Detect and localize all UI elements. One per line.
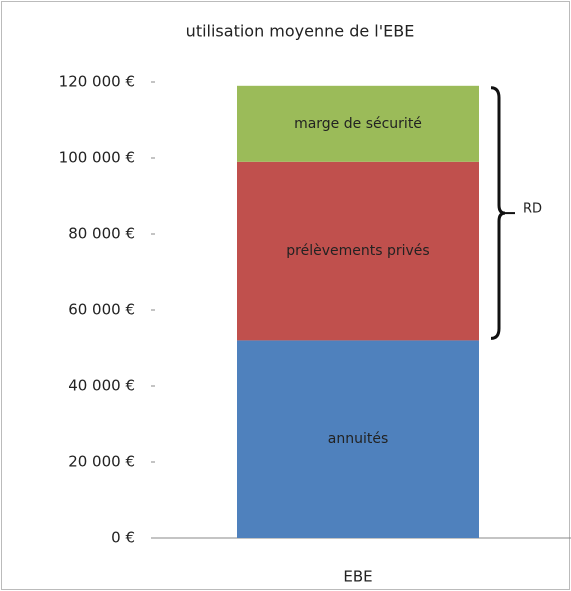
x-tick-label: EBE	[343, 568, 372, 586]
y-tick-label: 40 000 €	[68, 377, 135, 395]
annotation: RD	[523, 202, 542, 217]
y-tick-label: 0 €	[111, 529, 135, 547]
segment-label: marge de sécurité	[294, 115, 422, 132]
y-tick-label: 100 000 €	[59, 149, 135, 167]
bar-segment	[237, 161, 479, 341]
y-tick-label: 120 000 €	[59, 73, 135, 91]
bar-segment	[237, 340, 479, 538]
y-tick-label: 20 000 €	[68, 453, 135, 471]
y-tick-label: 60 000 €	[68, 301, 135, 319]
chart-title: utilisation moyenne de l'EBE	[186, 22, 415, 41]
bar-segment	[237, 85, 479, 162]
bracket	[490, 86, 506, 340]
segment-label: annuités	[327, 431, 389, 448]
y-tick-label: 80 000 €	[68, 225, 135, 243]
segment-label: prélèvements privés	[286, 243, 430, 260]
